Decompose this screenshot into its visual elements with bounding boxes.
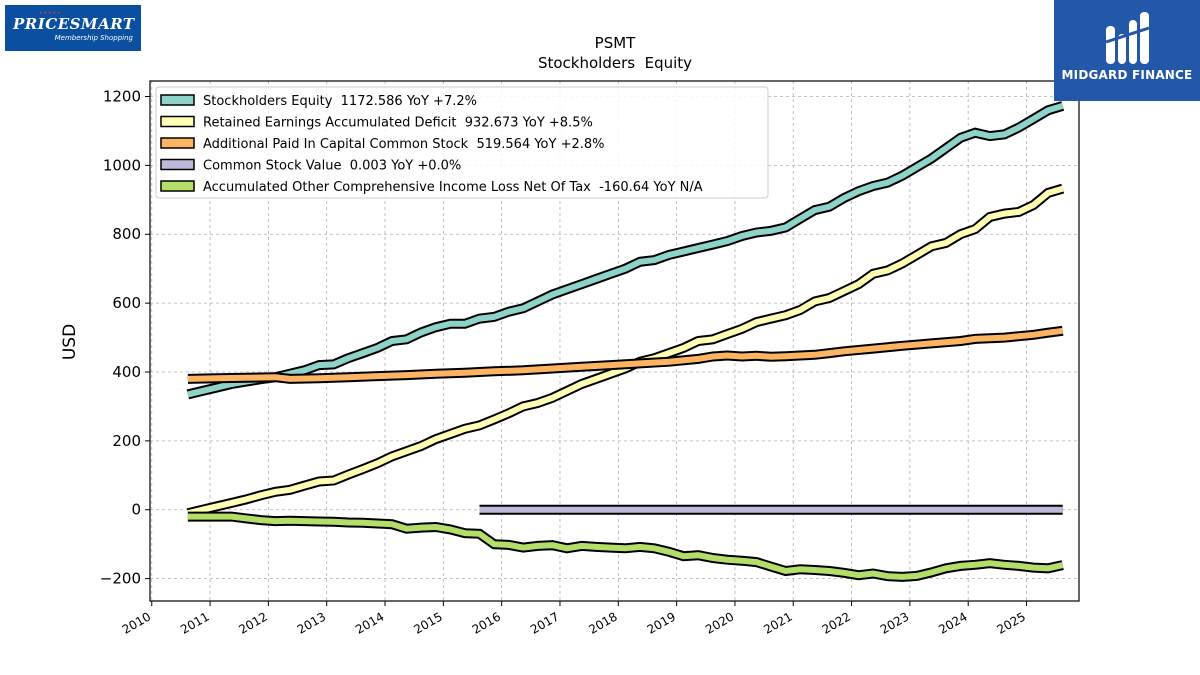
x-tick-label: 2020 [703, 609, 736, 636]
y-tick-label: 1000 [103, 156, 141, 174]
y-tick-label: 400 [112, 363, 141, 381]
y-tick-label: 1200 [103, 87, 141, 105]
legend-swatch [160, 94, 195, 106]
legend-entry: Stockholders Equity 1172.586 YoY +7.2% [203, 94, 477, 109]
legend-swatch [160, 180, 195, 192]
x-tick-label: 2017 [528, 609, 561, 636]
x-tick-label: 2012 [236, 609, 269, 636]
legend-swatch [160, 137, 195, 149]
series-layer [186, 101, 1065, 582]
legend-entry: Accumulated Other Comprehensive Income L… [203, 180, 703, 195]
y-tick-label: 800 [112, 225, 141, 243]
midgard-name: MIDGARD FINANCE [1061, 68, 1193, 82]
pricesmart-logo: ••••• PRICESMART Membership Shopping [5, 5, 141, 51]
legend: Stockholders Equity 1172.586 YoY +7.2% Re… [155, 86, 769, 199]
x-tick-label: 2015 [411, 609, 444, 636]
series-line-2 [187, 327, 1064, 382]
x-tick-label: 2022 [820, 609, 853, 636]
chart-title: PSMT [595, 34, 637, 52]
legend-swatch [160, 158, 195, 171]
logo-tagline: Membership Shopping [54, 34, 133, 42]
y-tick-label: −200 [100, 570, 141, 588]
y-axis-label: USD [60, 324, 80, 360]
series-line-0 [187, 103, 1064, 398]
x-tick-label: 2018 [586, 609, 619, 636]
x-tick-label: 2025 [995, 609, 1028, 636]
series-outline-1 [186, 183, 1065, 519]
x-tick-label: 2023 [878, 609, 911, 636]
legend-entry: Retained Earnings Accumulated Deficit 93… [203, 116, 593, 131]
x-tick-label: 2014 [353, 609, 386, 636]
plot-area [149, 80, 1080, 602]
legend-entry: Additional Paid In Capital Common Stock … [203, 137, 605, 152]
chart-subtitle: Stockholders Equity [538, 54, 692, 72]
legend-swatch [160, 115, 195, 128]
y-tick-label: 600 [112, 294, 141, 312]
y-tick-label: 0 [131, 501, 141, 519]
x-tick-label: 2010 [120, 609, 153, 636]
series-line-1 [187, 185, 1064, 517]
midgard-finance-logo: MIDGARD FINANCE [1054, 0, 1200, 101]
x-tick-label: 2011 [178, 609, 211, 636]
midgard-mark-icon [1105, 12, 1150, 64]
x-tick-label: 2019 [645, 609, 678, 636]
x-tick-label: 2024 [936, 609, 969, 636]
legend-entry: Common Stock Value 0.003 YoY +0.0% [203, 159, 461, 174]
logo-dots-icon: ••••• [39, 10, 62, 17]
legend-box [155, 86, 769, 199]
x-tick-label: 2013 [295, 609, 328, 636]
logo-brand-text: PRICESMART [13, 15, 135, 33]
y-tick-label: 200 [112, 432, 141, 450]
series-line-4 [187, 513, 1064, 580]
x-tick-label: 2021 [761, 609, 794, 636]
x-tick-label: 2016 [470, 609, 503, 636]
